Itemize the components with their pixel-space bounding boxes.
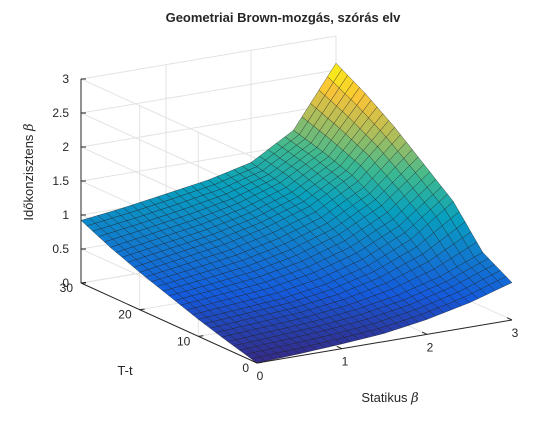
x-axis-label-symbol: β: [410, 391, 419, 406]
x-tick-mark-3: [506, 317, 513, 321]
z-tick-label-6: 3: [62, 72, 69, 86]
x-tick-mark-2: [421, 331, 428, 335]
x-tick-label-1: 1: [342, 355, 349, 369]
y-tick-mark-1: [198, 335, 204, 337]
z-tick-label-4: 2: [62, 140, 69, 154]
z-tick-label-5: 2.5: [52, 106, 69, 120]
y-tick-mark-2: [139, 308, 145, 311]
x-axis-line: [256, 319, 513, 364]
z-axis-label-text: Időkonzisztens: [21, 131, 36, 221]
x-axis-label: Statikus β: [361, 390, 418, 406]
surface-plot: [80, 62, 513, 364]
y-tick-label-3: 30: [60, 281, 74, 295]
y-axis-line: [80, 282, 258, 364]
y-tick-label-0: 0: [242, 361, 249, 375]
y-tick-mark-0: [256, 361, 263, 364]
z-axis-label-symbol: β: [22, 123, 37, 132]
x-tick-label-3: 3: [512, 326, 519, 340]
y-tick-label-2: 20: [118, 308, 132, 322]
x-tick-mark-0: [251, 360, 258, 364]
x-tick-label-0: 0: [257, 369, 264, 383]
y-axis-label: T-t: [117, 363, 133, 378]
z-tick-label-2: 1: [62, 208, 69, 222]
axes-lines: [80, 78, 513, 364]
chart-title: Geometriai Brown-mozgás, szórás elv: [166, 10, 402, 25]
z-tick-label-0: 0: [62, 276, 69, 290]
z-tick-label-1: 0.5: [52, 242, 69, 256]
x-tick-label-2: 2: [427, 340, 434, 354]
z-tick-label-3: 1.5: [52, 174, 69, 188]
surface-patch: [497, 276, 513, 287]
z-axis-label: Időkonzisztens β: [21, 123, 37, 220]
x-axis-label-text: Statikus: [361, 390, 411, 405]
x-tick-mark-1: [336, 345, 343, 350]
y-tick-label-1: 10: [177, 334, 191, 348]
